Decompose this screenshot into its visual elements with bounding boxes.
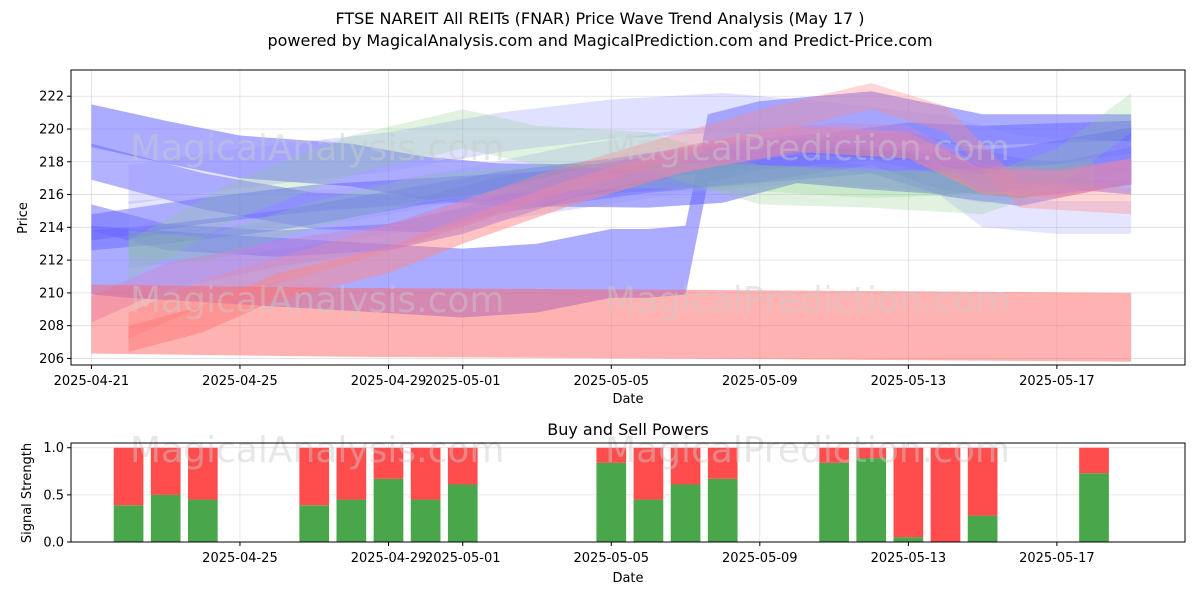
sell-bar xyxy=(410,447,441,500)
price-x-tick-label: 2025-04-29 xyxy=(351,374,427,389)
buy-bar xyxy=(1079,473,1109,542)
price-wave-band xyxy=(91,104,1132,208)
watermark-prediction-bottom: MagicalPrediction.com xyxy=(605,430,1010,471)
price-band-group xyxy=(91,83,1132,362)
price-y-tick-label: 214 xyxy=(39,221,64,236)
price-x-tick-label: 2025-05-13 xyxy=(871,374,947,389)
buy-sell-chart: Buy and Sell Powers MagicalAnalysis.com … xyxy=(20,420,1186,586)
sell-bar xyxy=(150,447,181,495)
sell-bar xyxy=(893,447,924,538)
price-x-tick-label: 2025-05-05 xyxy=(574,374,650,389)
buy-bar xyxy=(150,494,181,542)
price-wave-chart: MagicalAnalysis.com MagicalPrediction.co… xyxy=(16,69,1186,407)
sell-bar xyxy=(670,447,701,485)
price-wave-band xyxy=(128,153,1132,269)
price-y-tick-label: 218 xyxy=(39,155,64,170)
buy-sell-y-axis-label: Signal Strength xyxy=(20,443,35,543)
sell-bar xyxy=(707,447,738,479)
price-x-tick-label: 2025-05-09 xyxy=(722,374,798,389)
price-x-tick-label: 2025-05-17 xyxy=(1019,374,1095,389)
price-plot-frame xyxy=(70,69,1186,366)
price-y-tick-label: 216 xyxy=(39,188,64,203)
sell-bar xyxy=(633,447,664,500)
buy-bar xyxy=(299,505,330,542)
sell-bar xyxy=(336,447,367,500)
buy-bar xyxy=(670,484,701,542)
buy-bar xyxy=(596,462,627,542)
buy-sell-y-tick-label: 0.5 xyxy=(43,488,64,503)
buy-sell-x-tick-label: 2025-05-17 xyxy=(1019,551,1095,566)
buy-sell-x-tick-label: 2025-05-01 xyxy=(425,551,501,566)
chart-title: FTSE NAREIT All REITs (FNAR) Price Wave … xyxy=(335,9,865,28)
price-y-tick-label: 206 xyxy=(39,352,64,367)
buy-bar xyxy=(893,537,924,542)
watermark-prediction-mid: MagicalPrediction.com xyxy=(605,280,1010,321)
sell-bar xyxy=(856,447,887,459)
buy-bar xyxy=(113,505,144,542)
price-y-axis: 206 208 210 212 214 216 218 220 222 xyxy=(39,90,71,367)
sell-bar xyxy=(447,447,478,485)
buy-sell-x-tick-label: 2025-05-13 xyxy=(871,551,947,566)
buy-sell-x-axis-label: Date xyxy=(612,571,643,586)
buy-sell-x-tick-label: 2025-05-09 xyxy=(722,551,798,566)
buy-bar xyxy=(373,478,404,542)
sell-bar xyxy=(187,447,218,500)
price-y-tick-label: 220 xyxy=(39,123,64,138)
price-wave-band xyxy=(128,92,1132,205)
buy-sell-title: Buy and Sell Powers xyxy=(547,420,709,439)
sell-bar xyxy=(819,447,849,463)
price-y-tick-label: 212 xyxy=(39,254,64,269)
buy-bar xyxy=(336,499,367,542)
price-y-tick-label: 210 xyxy=(39,286,64,301)
watermark-prediction-top: MagicalPrediction.com xyxy=(605,128,1010,169)
price-y-axis-label: Price xyxy=(16,202,31,234)
buy-bar xyxy=(633,499,664,542)
buy-bar xyxy=(447,484,478,542)
sell-bar xyxy=(930,447,961,542)
buy-sell-y-tick-label: 1.0 xyxy=(43,441,64,456)
price-wave-band xyxy=(128,92,1132,280)
sell-bar xyxy=(113,447,144,506)
price-x-tick-label: 2025-04-25 xyxy=(202,374,278,389)
price-y-tick-label: 208 xyxy=(39,319,64,334)
price-x-tick-label: 2025-04-21 xyxy=(54,374,130,389)
price-wave-band xyxy=(91,122,1132,323)
buy-bar xyxy=(187,499,218,542)
watermark-analysis-mid: MagicalAnalysis.com xyxy=(130,280,504,321)
price-x-axis: 2025-04-21 2025-04-25 2025-04-292025-05-01… xyxy=(54,365,1095,389)
sell-bar xyxy=(596,447,627,463)
price-wave-band xyxy=(128,161,1095,264)
buy-sell-x-tick-label: 2025-04-25 xyxy=(202,551,278,566)
price-wave-bands xyxy=(91,83,1132,362)
sell-bar xyxy=(299,447,330,506)
sell-bar xyxy=(1079,447,1109,474)
price-x-tick-label: 2025-05-01 xyxy=(425,374,501,389)
sell-bar xyxy=(967,447,998,516)
price-wave-band xyxy=(91,132,1132,257)
buy-bar xyxy=(856,458,887,542)
sell-bar xyxy=(373,447,404,479)
buy-sell-y-axis: 0.0 0.5 1.0 xyxy=(43,441,71,551)
buy-bar xyxy=(410,499,441,542)
watermark-analysis-bottom: MagicalAnalysis.com xyxy=(130,430,504,471)
price-x-axis-label: Date xyxy=(612,392,643,407)
buy-bar xyxy=(967,515,998,542)
buy-sell-bars xyxy=(113,447,1109,542)
buy-bar xyxy=(819,462,849,542)
watermark-analysis-top: MagicalAnalysis.com xyxy=(130,128,504,169)
buy-bar xyxy=(707,478,738,542)
chart-subtitle: powered by MagicalAnalysis.com and Magic… xyxy=(267,31,933,50)
price-y-tick-label: 222 xyxy=(39,90,64,105)
buy-sell-x-tick-label: 2025-05-05 xyxy=(574,551,650,566)
buy-sell-y-tick-label: 0.0 xyxy=(43,536,64,551)
price-wave-band xyxy=(128,125,1132,352)
buy-sell-plot-frame xyxy=(70,442,1186,543)
price-wave-band xyxy=(91,284,1132,362)
buy-sell-x-tick-label: 2025-04-29 xyxy=(351,551,427,566)
